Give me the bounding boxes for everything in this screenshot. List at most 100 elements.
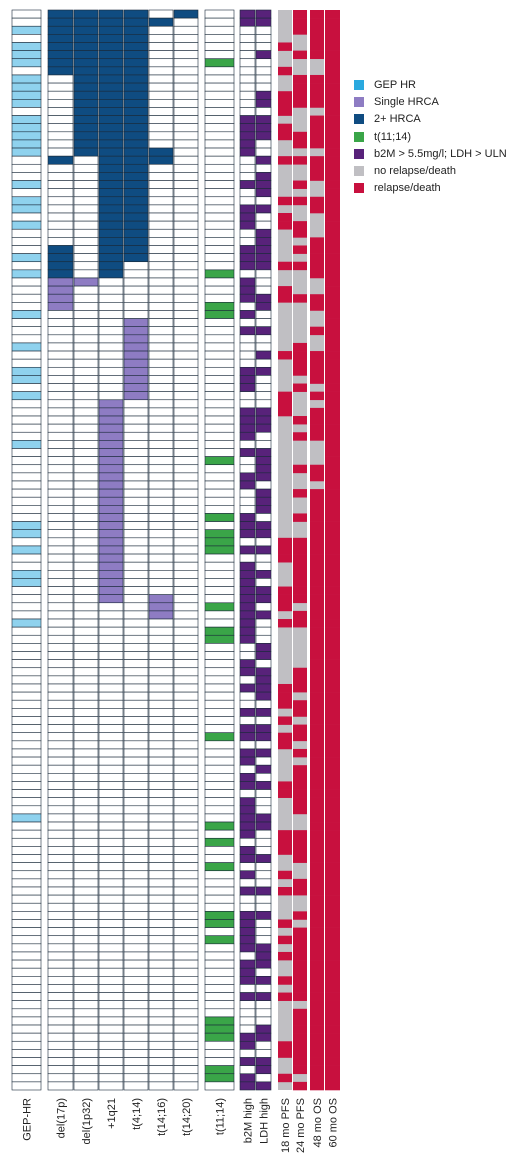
cell-gain1q21 bbox=[98, 9, 124, 19]
cell-ldh bbox=[255, 1073, 272, 1083]
cell-del17p bbox=[47, 643, 74, 652]
cell-t414 bbox=[123, 269, 149, 279]
cell-os48-event bbox=[310, 667, 324, 677]
cell-os60-event bbox=[325, 310, 340, 319]
cell-gep-hr bbox=[11, 139, 42, 149]
cell-os48-event bbox=[310, 521, 324, 530]
cell-t414 bbox=[123, 464, 149, 474]
cell-gep-hr bbox=[11, 943, 42, 953]
cell-ldh bbox=[255, 123, 272, 133]
cell-gep-hr bbox=[11, 570, 42, 579]
cell-del1p32 bbox=[73, 293, 99, 303]
cell-gain1q21 bbox=[98, 350, 124, 360]
cell-b2m bbox=[239, 123, 256, 133]
cell-os48-event bbox=[310, 196, 324, 206]
cell-t1420 bbox=[173, 456, 199, 466]
cell-gep-hr bbox=[11, 440, 42, 449]
cell-t414 bbox=[123, 951, 149, 961]
cell-t1114 bbox=[204, 50, 235, 60]
cell-t414 bbox=[123, 594, 149, 604]
cell-t1416 bbox=[148, 472, 174, 482]
cell-t414 bbox=[123, 1073, 149, 1083]
cell-os60-event bbox=[325, 903, 340, 912]
cell-ldh bbox=[255, 732, 272, 742]
cell-del1p32 bbox=[73, 147, 99, 157]
cell-ldh bbox=[255, 773, 272, 782]
cell-gain1q21 bbox=[98, 456, 124, 466]
cell-t414 bbox=[123, 813, 149, 823]
cell-gain1q21 bbox=[98, 951, 124, 961]
cell-del17p bbox=[47, 634, 74, 644]
cell-t1114 bbox=[204, 1008, 235, 1018]
cell-del17p bbox=[47, 813, 74, 823]
cell-gain1q21 bbox=[98, 927, 124, 937]
cell-t1420 bbox=[173, 358, 199, 368]
cell-t1420 bbox=[173, 285, 199, 295]
cell-t1420 bbox=[173, 253, 199, 263]
cell-gep-hr bbox=[11, 740, 42, 750]
cell-pfs18-event bbox=[278, 131, 292, 141]
cell-t1416 bbox=[148, 643, 174, 652]
cell-os60-event bbox=[325, 188, 340, 198]
cell-os60-event bbox=[325, 245, 340, 254]
cell-os48-event bbox=[310, 870, 324, 880]
cell-del1p32 bbox=[73, 431, 99, 441]
cell-t1416 bbox=[148, 854, 174, 863]
cell-gain1q21 bbox=[98, 797, 124, 807]
cell-t1420 bbox=[173, 42, 199, 51]
cell-os48-event bbox=[310, 529, 324, 539]
cell-del1p32 bbox=[73, 423, 99, 433]
cell-gep-hr bbox=[11, 1016, 42, 1026]
cell-b2m bbox=[239, 261, 256, 271]
cell-pfs18-event bbox=[278, 870, 292, 880]
cell-os60-event bbox=[325, 797, 340, 807]
cell-gep-hr bbox=[11, 594, 42, 604]
cell-t414 bbox=[123, 959, 149, 969]
cell-b2m bbox=[239, 837, 256, 847]
cell-t1114 bbox=[204, 789, 235, 798]
cell-b2m bbox=[239, 829, 256, 839]
cell-ldh bbox=[255, 659, 272, 669]
cell-gep-hr bbox=[11, 976, 42, 985]
cell-t1114 bbox=[204, 147, 235, 157]
cell-ldh bbox=[255, 651, 272, 660]
cell-del1p32 bbox=[73, 748, 99, 758]
cell-gep-hr bbox=[11, 659, 42, 669]
cell-t1416 bbox=[148, 553, 174, 563]
cell-t1420 bbox=[173, 618, 199, 628]
cell-t414 bbox=[123, 716, 149, 725]
cell-del17p bbox=[47, 878, 74, 888]
column-label-os48: 48 mo OS bbox=[312, 1098, 324, 1148]
cell-gep-hr bbox=[11, 245, 42, 254]
cell-t1416 bbox=[148, 984, 174, 993]
cell-gep-hr bbox=[11, 529, 42, 539]
cell-b2m bbox=[239, 764, 256, 774]
cell-t1416 bbox=[148, 456, 174, 466]
cell-b2m bbox=[239, 626, 256, 636]
cell-ldh bbox=[255, 139, 272, 149]
cell-gep-hr bbox=[11, 813, 42, 823]
cell-b2m bbox=[239, 976, 256, 985]
cell-t414 bbox=[123, 1016, 149, 1026]
cell-t1416 bbox=[148, 756, 174, 766]
cell-gain1q21 bbox=[98, 1049, 124, 1058]
cell-t1420 bbox=[173, 391, 199, 401]
cell-os48-event bbox=[310, 545, 324, 555]
cell-t1114 bbox=[204, 342, 235, 352]
cell-ldh bbox=[255, 58, 272, 68]
cell-t414 bbox=[123, 1032, 149, 1042]
cell-b2m bbox=[239, 805, 256, 815]
cell-pfs18-event bbox=[278, 919, 292, 928]
cell-b2m bbox=[239, 667, 256, 677]
cell-t1114 bbox=[204, 837, 235, 847]
cell-t1420 bbox=[173, 472, 199, 482]
cell-os60-event bbox=[325, 529, 340, 539]
cell-gain1q21 bbox=[98, 773, 124, 782]
cell-t414 bbox=[123, 399, 149, 409]
cell-os48-event bbox=[310, 18, 324, 27]
cell-del17p bbox=[47, 553, 74, 563]
cell-ldh bbox=[255, 505, 272, 514]
cell-del17p bbox=[47, 115, 74, 124]
cell-del17p bbox=[47, 74, 74, 84]
cell-t1416 bbox=[148, 423, 174, 433]
